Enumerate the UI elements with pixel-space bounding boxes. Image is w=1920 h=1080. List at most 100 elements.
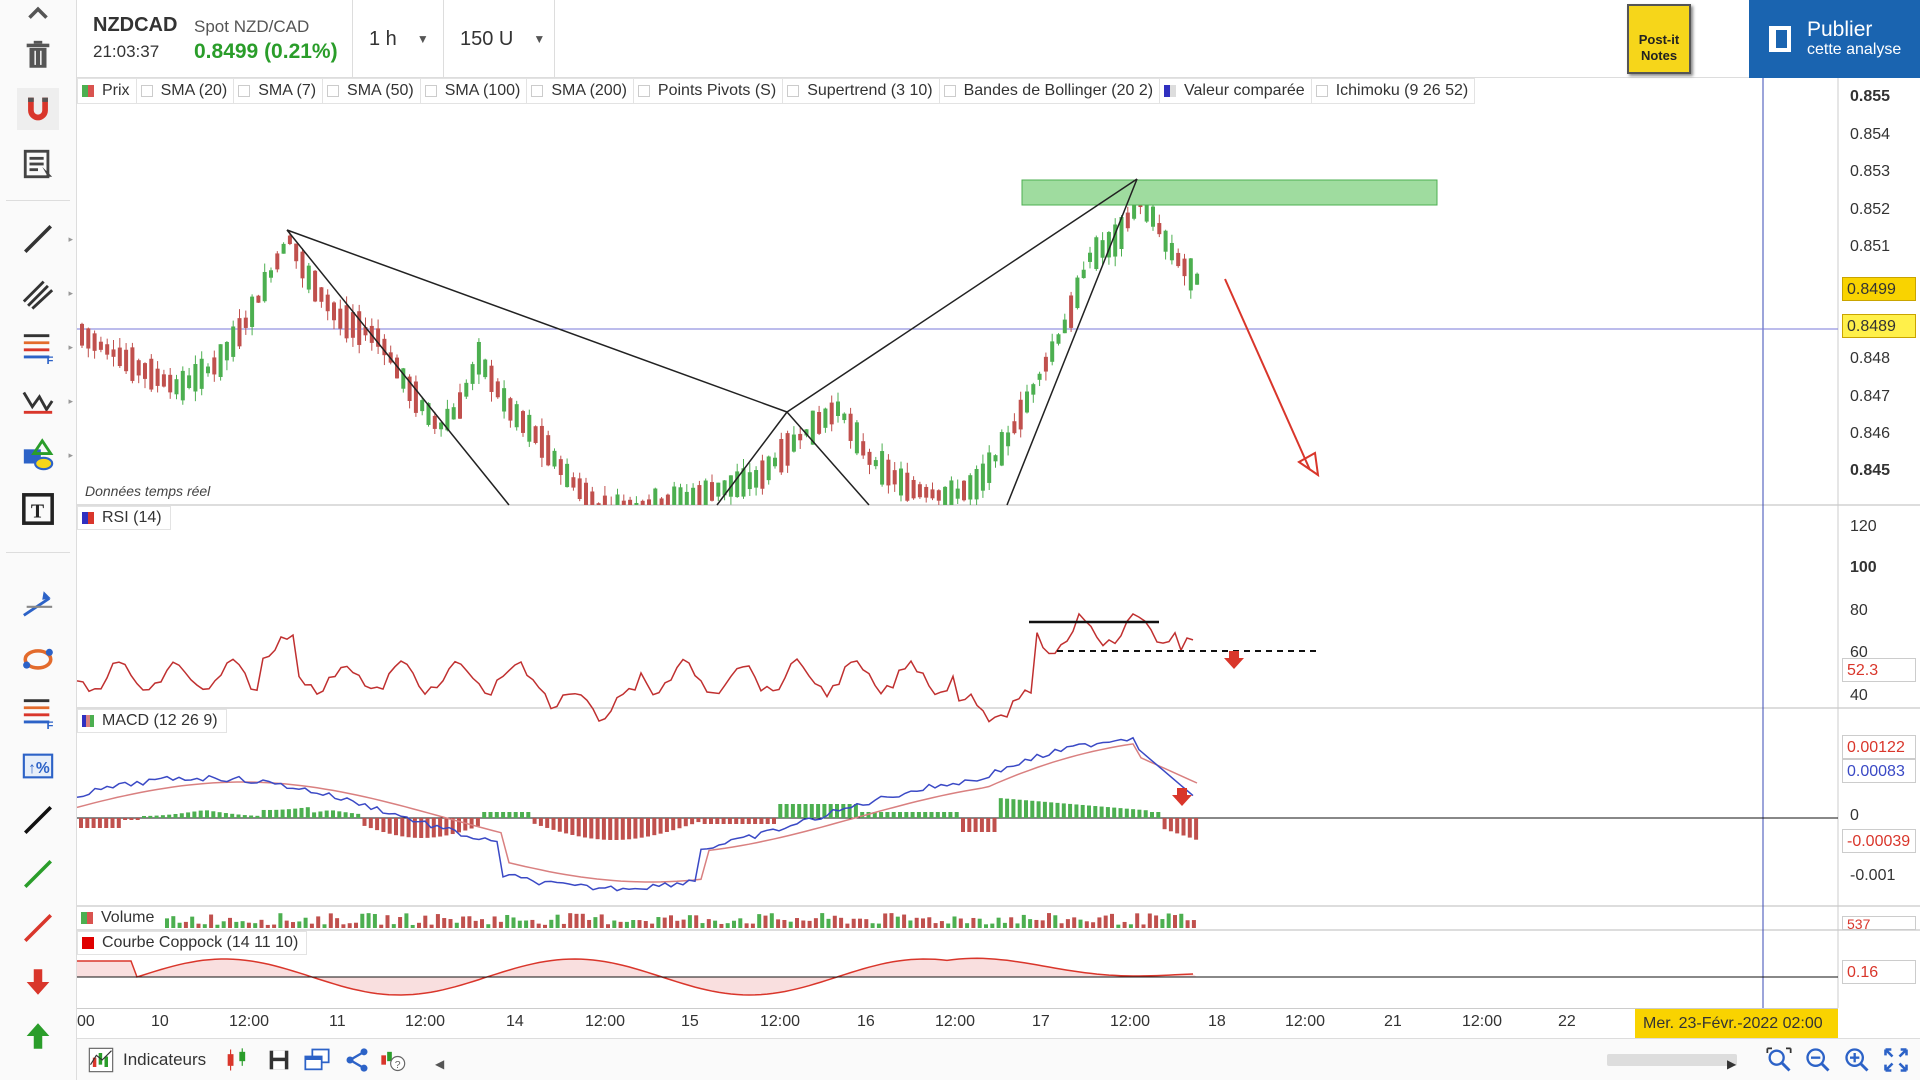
macd-bar xyxy=(967,818,972,832)
scroll-right-button[interactable]: ▶ xyxy=(1727,1049,1736,1079)
checkbox[interactable] xyxy=(531,85,544,97)
units-selector[interactable]: 150 U ▼ xyxy=(443,0,555,78)
red-line-icon[interactable] xyxy=(17,907,59,949)
legend-sma200[interactable]: SMA (200) xyxy=(527,78,634,104)
volume-title[interactable]: Volume xyxy=(77,907,162,929)
collapse-chevron-icon[interactable] xyxy=(17,0,59,24)
checkbox[interactable] xyxy=(424,85,437,97)
layouts-button[interactable] xyxy=(303,1045,331,1075)
pattern-leg-4[interactable] xyxy=(786,411,870,506)
publish-analysis-button[interactable]: Publier cette analyse xyxy=(1749,0,1920,78)
symbol-code[interactable]: NZDCAD xyxy=(93,14,178,36)
chart-area[interactable]: Prix SMA (20) SMA (7) SMA (50) SMA (100)… xyxy=(77,78,1920,1008)
price-axis[interactable]: 0.855 0.854 0.853 0.852 0.851 0.8499 0.8… xyxy=(1840,78,1920,1008)
legend-sma50[interactable]: SMA (50) xyxy=(323,78,421,104)
candle-body xyxy=(602,495,607,505)
text-tool-icon[interactable]: T xyxy=(17,488,59,530)
pattern-leg-1[interactable] xyxy=(286,229,510,506)
fibonacci-tool-icon[interactable]: F ▸ xyxy=(17,326,73,368)
legend-bollinger[interactable]: Bandes de Bollinger (20 2) xyxy=(939,78,1161,104)
legend-sma100[interactable]: SMA (100) xyxy=(420,78,528,104)
up-arrow-icon[interactable] xyxy=(17,1015,59,1057)
resistance-zone[interactable] xyxy=(1021,179,1438,206)
legend-price[interactable]: Prix xyxy=(77,78,137,104)
channel-tool-icon[interactable]: ▸ xyxy=(17,272,73,314)
candle-body xyxy=(1094,237,1099,270)
candle-type-button[interactable] xyxy=(223,1045,251,1075)
candle-body xyxy=(149,358,154,390)
zoom-out-button[interactable] xyxy=(1804,1045,1832,1075)
macd-hist-badge: -0.00039 xyxy=(1842,829,1916,853)
macd-bar xyxy=(583,818,587,838)
checkbox[interactable] xyxy=(943,85,956,97)
pattern-leg-5[interactable] xyxy=(1006,178,1138,506)
trendline-tool-icon[interactable]: ▸ xyxy=(17,218,73,260)
macd-bar xyxy=(129,818,134,820)
projection-arrow-head[interactable] xyxy=(1297,451,1320,478)
candle-body xyxy=(86,328,91,349)
time-scrollbar[interactable] xyxy=(1607,1054,1737,1066)
harmonic-pattern-lines[interactable] xyxy=(286,178,1138,506)
candle-body xyxy=(691,487,696,505)
rsi-value-badge: 52.3 xyxy=(1842,658,1916,682)
candle-body xyxy=(798,433,803,441)
postit-notes-button[interactable]: Post-it Notes xyxy=(1627,4,1691,74)
magnet-icon[interactable] xyxy=(17,88,59,130)
legend-pivots[interactable]: Points Pivots (S) xyxy=(633,78,784,104)
timeframe-selector[interactable]: 1 h ▼ xyxy=(352,0,442,78)
help-button[interactable]: ? xyxy=(379,1045,407,1075)
volume-bar xyxy=(813,918,818,928)
percent-tool-icon[interactable]: ↑% xyxy=(17,745,59,787)
pattern-tool-icon[interactable]: ▸ xyxy=(17,380,73,422)
legend-sma20[interactable]: SMA (20) xyxy=(136,78,235,104)
fib-retracement-icon[interactable]: F xyxy=(17,691,59,733)
indicators-button[interactable]: Indicateurs xyxy=(87,1045,206,1075)
zoom-in-button[interactable] xyxy=(1843,1045,1871,1075)
save-button[interactable] xyxy=(265,1045,293,1075)
checkbox[interactable] xyxy=(787,85,800,97)
zoom-fit-button[interactable] xyxy=(1765,1045,1793,1075)
pattern-leg-2[interactable] xyxy=(286,178,1138,413)
volume-bar xyxy=(656,917,661,928)
checkbox[interactable] xyxy=(140,85,153,97)
down-arrow-icon[interactable] xyxy=(17,961,59,1003)
candle-body xyxy=(489,365,494,392)
candle-body xyxy=(363,327,368,336)
volume-bar xyxy=(1084,921,1089,928)
projection-arrow-line[interactable] xyxy=(1224,278,1311,471)
pattern-leg-3[interactable] xyxy=(716,411,788,506)
fullscreen-button[interactable] xyxy=(1882,1045,1910,1075)
coppock-title[interactable]: Courbe Coppock (14 11 10) xyxy=(77,931,308,955)
legend-supertrend[interactable]: Supertrend (3 10) xyxy=(783,78,940,104)
legend-sma7[interactable]: SMA (7) xyxy=(234,78,324,104)
legend-ichimoku[interactable]: Ichimoku (9 26 52) xyxy=(1311,78,1476,104)
checkbox[interactable] xyxy=(637,85,650,97)
time-axis[interactable]: 00 10 12:00 11 12:00 14 12:00 15 12:00 1… xyxy=(77,1008,1838,1039)
checkbox[interactable] xyxy=(327,85,340,97)
volume-bar xyxy=(858,918,862,928)
green-line-icon[interactable] xyxy=(17,853,59,895)
scroll-left-button[interactable]: ◀ xyxy=(435,1049,444,1079)
trash-icon[interactable] xyxy=(17,34,59,76)
rsi-down-arrow-icon[interactable] xyxy=(1224,651,1244,669)
share-button[interactable] xyxy=(343,1045,371,1075)
candle-body xyxy=(319,287,324,302)
fib-projection-icon[interactable] xyxy=(17,583,59,625)
caret-down-icon: ▼ xyxy=(416,32,429,46)
chart-canvas[interactable] xyxy=(77,78,1920,1008)
checkbox[interactable] xyxy=(238,85,251,97)
macd-down-arrow-icon[interactable] xyxy=(1172,788,1192,806)
macd-bar xyxy=(664,818,669,832)
ellipse-tool-icon[interactable] xyxy=(17,637,59,679)
legend-compare[interactable]: Valeur comparée xyxy=(1160,78,1312,104)
macd-bar xyxy=(463,818,468,831)
macd-title[interactable]: MACD (12 26 9) xyxy=(77,709,227,733)
black-line-icon[interactable] xyxy=(17,799,59,841)
volume-bar xyxy=(669,915,673,928)
checkbox[interactable] xyxy=(1315,85,1328,97)
candle-body xyxy=(628,499,633,505)
object-list-icon[interactable] xyxy=(17,143,59,185)
shapes-tool-icon[interactable]: ▸ xyxy=(17,434,73,476)
volume-bar xyxy=(404,913,409,928)
rsi-title[interactable]: RSI (14) xyxy=(77,506,171,530)
